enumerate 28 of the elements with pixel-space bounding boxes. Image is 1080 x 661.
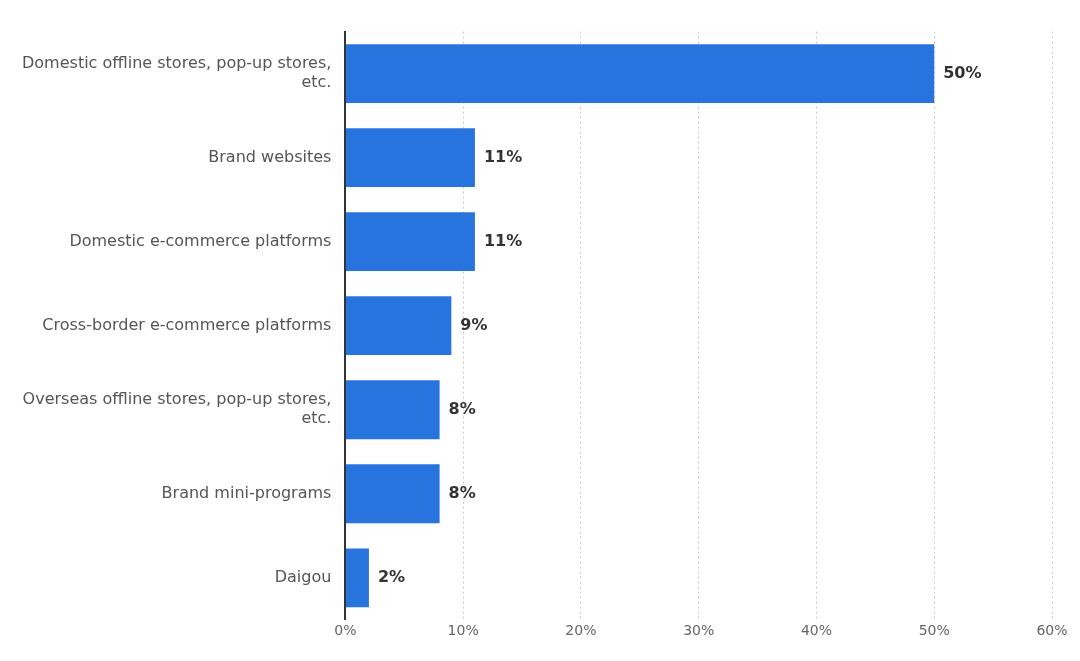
- x-tick-label: 60%: [1036, 621, 1068, 638]
- data-label: 8%: [448, 398, 476, 418]
- data-label: 9%: [460, 314, 488, 334]
- x-tick-label: 40%: [800, 621, 833, 638]
- data-label: 2%: [377, 566, 406, 586]
- x-tick-label: 50%: [918, 621, 950, 638]
- bar: [345, 380, 440, 440]
- x-tick-label: 30%: [683, 621, 715, 638]
- bar: [345, 464, 440, 524]
- x-tick-label: 0%: [334, 621, 357, 638]
- x-tick-label: 10%: [447, 621, 479, 638]
- y-tick-label: Daigou: [274, 566, 332, 586]
- data-label: 11%: [483, 146, 523, 166]
- y-tick-label: Brand websites: [208, 146, 332, 166]
- y-tick-label: Domestic offline stores, pop-up stores, etc.: [22, 53, 332, 92]
- bar: [345, 212, 475, 272]
- data-label: 8%: [448, 482, 476, 502]
- y-tick-label: Brand mini-programs: [161, 482, 332, 502]
- data-label: 11%: [483, 230, 523, 250]
- data-label: 50%: [943, 62, 982, 82]
- bar: [345, 296, 452, 356]
- y-tick-label: Domestic e-commerce platforms: [69, 230, 332, 250]
- y-tick-label: Cross-border e-commerce platforms: [42, 314, 332, 334]
- bar: [345, 548, 369, 608]
- bar: [345, 128, 475, 188]
- x-tick-label: 20%: [565, 621, 597, 638]
- bar: [345, 44, 935, 104]
- y-tick-label: Overseas offline stores, pop-up stores, etc.: [22, 389, 332, 428]
